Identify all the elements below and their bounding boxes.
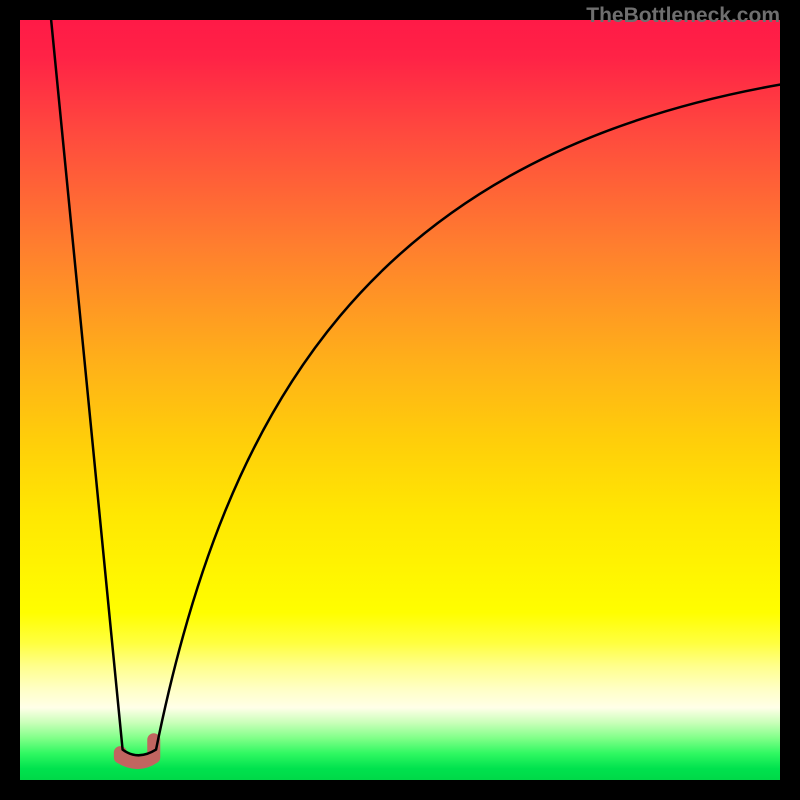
watermark-text: TheBottleneck.com <box>586 4 780 28</box>
bottleneck-curve-line <box>50 20 780 755</box>
chart-curve <box>20 20 780 780</box>
chart-plot-area <box>20 20 780 780</box>
